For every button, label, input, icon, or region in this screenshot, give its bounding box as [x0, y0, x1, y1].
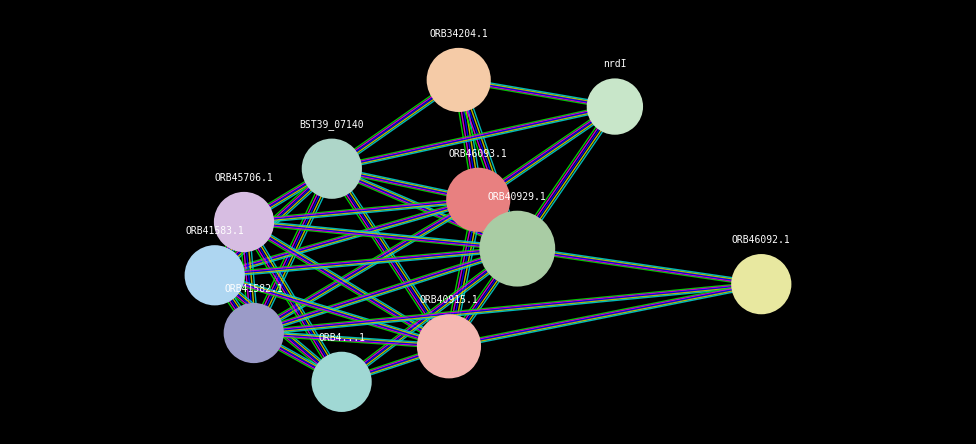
Ellipse shape — [732, 255, 791, 313]
Text: ORB34204.1: ORB34204.1 — [429, 29, 488, 39]
Ellipse shape — [303, 139, 361, 198]
Text: ORB46092.1: ORB46092.1 — [732, 235, 791, 245]
Ellipse shape — [418, 315, 480, 377]
Ellipse shape — [480, 211, 554, 286]
Ellipse shape — [427, 49, 490, 111]
Ellipse shape — [215, 193, 273, 251]
Ellipse shape — [447, 169, 509, 231]
Ellipse shape — [588, 79, 642, 134]
Text: ORB40915.1: ORB40915.1 — [420, 295, 478, 305]
Text: BST39_07140: BST39_07140 — [300, 119, 364, 130]
Text: nrdI: nrdI — [603, 59, 627, 69]
Text: ORB45706.1: ORB45706.1 — [215, 173, 273, 183]
Text: ORB40929.1: ORB40929.1 — [488, 192, 547, 202]
Ellipse shape — [185, 246, 244, 305]
Ellipse shape — [224, 304, 283, 362]
Text: ORB41582.1: ORB41582.1 — [224, 284, 283, 294]
Text: ORB46093.1: ORB46093.1 — [449, 149, 508, 159]
Text: ORB4...1: ORB4...1 — [318, 333, 365, 343]
Text: ORB41583.1: ORB41583.1 — [185, 226, 244, 236]
Ellipse shape — [312, 353, 371, 411]
